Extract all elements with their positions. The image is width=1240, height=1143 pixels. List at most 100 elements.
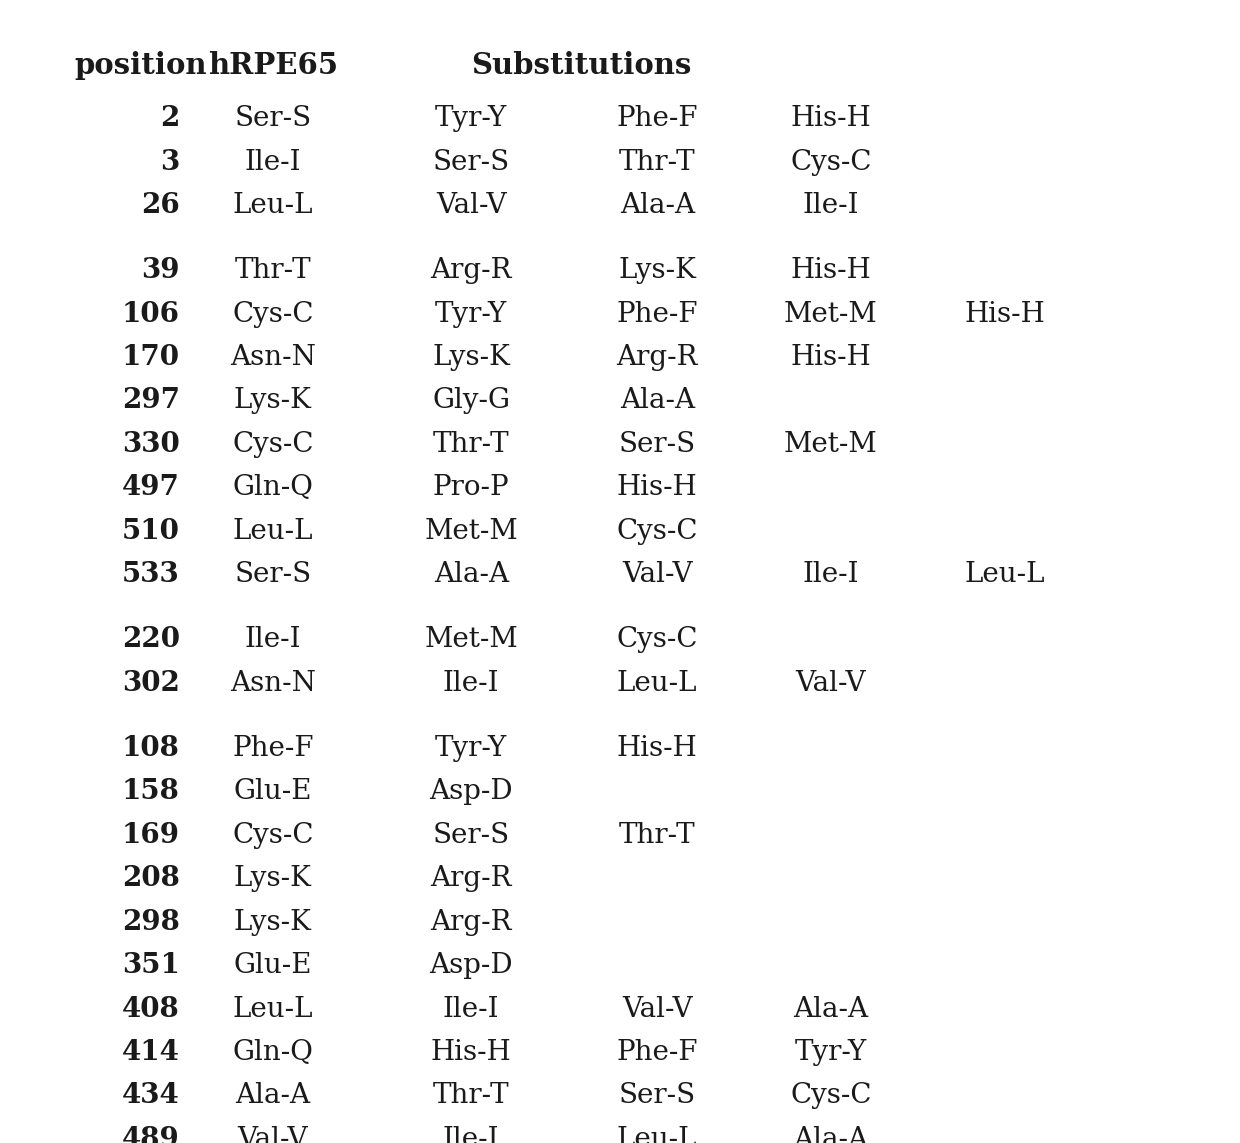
Text: Leu-L: Leu-L: [233, 192, 312, 219]
Text: Ala-A: Ala-A: [620, 192, 694, 219]
Text: Ile-I: Ile-I: [802, 561, 859, 589]
Text: Phe-F: Phe-F: [616, 301, 698, 328]
Text: Ser-S: Ser-S: [433, 822, 510, 849]
Text: Ile-I: Ile-I: [443, 1126, 500, 1143]
Text: Cys-C: Cys-C: [790, 149, 872, 176]
Text: hRPE65: hRPE65: [208, 51, 337, 80]
Text: Tyr-Y: Tyr-Y: [435, 735, 507, 762]
Text: 434: 434: [122, 1082, 180, 1110]
Text: Cys-C: Cys-C: [790, 1082, 872, 1110]
Text: 489: 489: [122, 1126, 180, 1143]
Text: His-H: His-H: [790, 257, 872, 285]
Text: Asn-N: Asn-N: [229, 670, 316, 697]
Text: Cys-C: Cys-C: [616, 626, 698, 654]
Text: Ala-A: Ala-A: [794, 1126, 868, 1143]
Text: Thr-T: Thr-T: [433, 431, 510, 458]
Text: 298: 298: [122, 909, 180, 936]
Text: Ala-A: Ala-A: [434, 561, 508, 589]
Text: 497: 497: [122, 474, 180, 502]
Text: Met-M: Met-M: [424, 518, 518, 545]
Text: Tyr-Y: Tyr-Y: [795, 1039, 867, 1066]
Text: Gln-Q: Gln-Q: [232, 474, 314, 502]
Text: Leu-L: Leu-L: [233, 996, 312, 1023]
Text: Arg-R: Arg-R: [616, 344, 698, 371]
Text: Asp-D: Asp-D: [429, 952, 513, 980]
Text: 108: 108: [122, 735, 180, 762]
Text: Leu-L: Leu-L: [618, 670, 697, 697]
Text: Thr-T: Thr-T: [619, 822, 696, 849]
Text: Ser-S: Ser-S: [433, 149, 510, 176]
Text: Lys-K: Lys-K: [234, 909, 311, 936]
Text: Gly-G: Gly-G: [433, 387, 510, 415]
Text: 330: 330: [122, 431, 180, 458]
Text: Asn-N: Asn-N: [229, 344, 316, 371]
Text: 351: 351: [122, 952, 180, 980]
Text: Val-V: Val-V: [622, 996, 692, 1023]
Text: Substitutions: Substitutions: [471, 51, 692, 80]
Text: 26: 26: [141, 192, 180, 219]
Text: Ile-I: Ile-I: [443, 996, 500, 1023]
Text: 39: 39: [141, 257, 180, 285]
Text: 220: 220: [122, 626, 180, 654]
Text: Ala-A: Ala-A: [236, 1082, 310, 1110]
Text: His-H: His-H: [790, 105, 872, 133]
Text: Arg-R: Arg-R: [430, 909, 512, 936]
Text: Ser-S: Ser-S: [619, 1082, 696, 1110]
Text: Ile-I: Ile-I: [802, 192, 859, 219]
Text: 302: 302: [122, 670, 180, 697]
Text: His-H: His-H: [616, 474, 698, 502]
Text: 297: 297: [122, 387, 180, 415]
Text: position: position: [74, 51, 207, 80]
Text: His-H: His-H: [790, 344, 872, 371]
Text: Val-V: Val-V: [796, 670, 866, 697]
Text: Leu-L: Leu-L: [233, 518, 312, 545]
Text: 510: 510: [122, 518, 180, 545]
Text: His-H: His-H: [963, 301, 1045, 328]
Text: Ile-I: Ile-I: [244, 626, 301, 654]
Text: Val-V: Val-V: [622, 561, 692, 589]
Text: 3: 3: [160, 149, 180, 176]
Text: Glu-E: Glu-E: [233, 952, 312, 980]
Text: Phe-F: Phe-F: [232, 735, 314, 762]
Text: Met-M: Met-M: [784, 431, 878, 458]
Text: Cys-C: Cys-C: [232, 431, 314, 458]
Text: Cys-C: Cys-C: [232, 301, 314, 328]
Text: 208: 208: [122, 865, 180, 893]
Text: 169: 169: [122, 822, 180, 849]
Text: His-H: His-H: [430, 1039, 512, 1066]
Text: Glu-E: Glu-E: [233, 778, 312, 806]
Text: Ala-A: Ala-A: [794, 996, 868, 1023]
Text: Pro-P: Pro-P: [433, 474, 510, 502]
Text: Arg-R: Arg-R: [430, 257, 512, 285]
Text: Lys-K: Lys-K: [234, 387, 311, 415]
Text: Cys-C: Cys-C: [616, 518, 698, 545]
Text: Phe-F: Phe-F: [616, 1039, 698, 1066]
Text: 414: 414: [122, 1039, 180, 1066]
Text: Asp-D: Asp-D: [429, 778, 513, 806]
Text: Phe-F: Phe-F: [616, 105, 698, 133]
Text: 106: 106: [122, 301, 180, 328]
Text: Val-V: Val-V: [436, 192, 506, 219]
Text: Ile-I: Ile-I: [244, 149, 301, 176]
Text: Lys-K: Lys-K: [234, 865, 311, 893]
Text: Ala-A: Ala-A: [620, 387, 694, 415]
Text: Gln-Q: Gln-Q: [232, 1039, 314, 1066]
Text: 408: 408: [122, 996, 180, 1023]
Text: Ser-S: Ser-S: [234, 561, 311, 589]
Text: 170: 170: [122, 344, 180, 371]
Text: Arg-R: Arg-R: [430, 865, 512, 893]
Text: Ser-S: Ser-S: [619, 431, 696, 458]
Text: Ile-I: Ile-I: [443, 670, 500, 697]
Text: Thr-T: Thr-T: [433, 1082, 510, 1110]
Text: Tyr-Y: Tyr-Y: [435, 105, 507, 133]
Text: 533: 533: [122, 561, 180, 589]
Text: 158: 158: [122, 778, 180, 806]
Text: Lys-K: Lys-K: [619, 257, 696, 285]
Text: Cys-C: Cys-C: [232, 822, 314, 849]
Text: Leu-L: Leu-L: [965, 561, 1044, 589]
Text: Ser-S: Ser-S: [234, 105, 311, 133]
Text: Tyr-Y: Tyr-Y: [435, 301, 507, 328]
Text: Met-M: Met-M: [784, 301, 878, 328]
Text: Met-M: Met-M: [424, 626, 518, 654]
Text: Leu-L: Leu-L: [618, 1126, 697, 1143]
